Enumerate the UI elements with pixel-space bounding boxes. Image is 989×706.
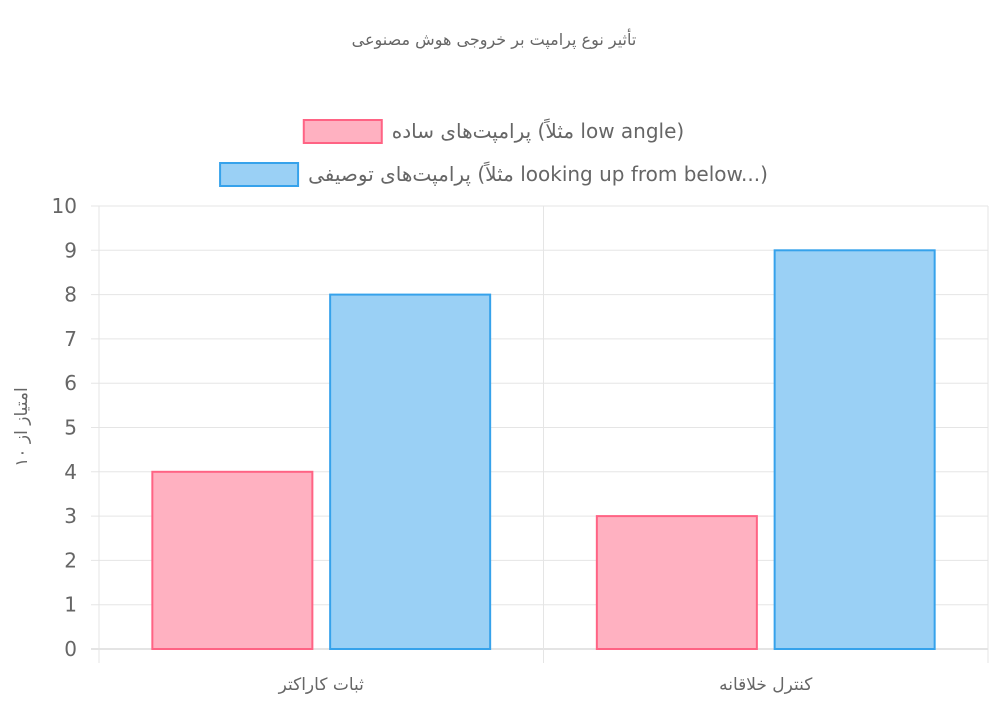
bars	[151, 249, 936, 651]
y-tick-label: 4	[64, 460, 77, 484]
x-category-label: ثبات کاراکتر	[278, 675, 365, 695]
bar	[773, 249, 936, 651]
y-axis-ticks: 0 1 2 3 4 5 6 7 8 9 10	[52, 194, 77, 661]
legend: پرامپت‌های ساده (مثلاً low angle) پرامپت‌…	[219, 118, 768, 187]
bar	[151, 470, 314, 650]
y-tick-label: 3	[64, 504, 77, 528]
y-tick-label: 7	[64, 327, 77, 351]
y-tick-label: 2	[64, 548, 77, 572]
legend-label: پرامپت‌های ساده (مثلاً low angle)	[392, 118, 684, 144]
x-category-label: کنترل خلاقانه	[719, 675, 813, 695]
y-tick-label: 5	[64, 416, 77, 440]
legend-swatch	[219, 162, 300, 187]
legend-label: پرامپت‌های توصیفی (مثلاً looking up from…	[308, 161, 768, 187]
legend-swatch	[302, 119, 383, 144]
y-axis-label: امتیاز از ۱۰	[12, 387, 32, 466]
bar	[329, 293, 492, 650]
y-tick-label: 9	[64, 238, 77, 262]
y-tick-label: 0	[64, 637, 77, 661]
y-tick-label: 1	[64, 593, 77, 617]
y-tick-label: 10	[52, 194, 77, 218]
x-axis-categories: ثبات کاراکتر کنترل خلاقانه	[278, 675, 814, 695]
y-tick-label: 8	[64, 283, 77, 307]
y-tick-label: 6	[64, 371, 77, 395]
chart-title: تأثیر نوع پرامپت بر خروجی هوش مصنوعی	[352, 28, 637, 50]
bar	[595, 515, 758, 650]
